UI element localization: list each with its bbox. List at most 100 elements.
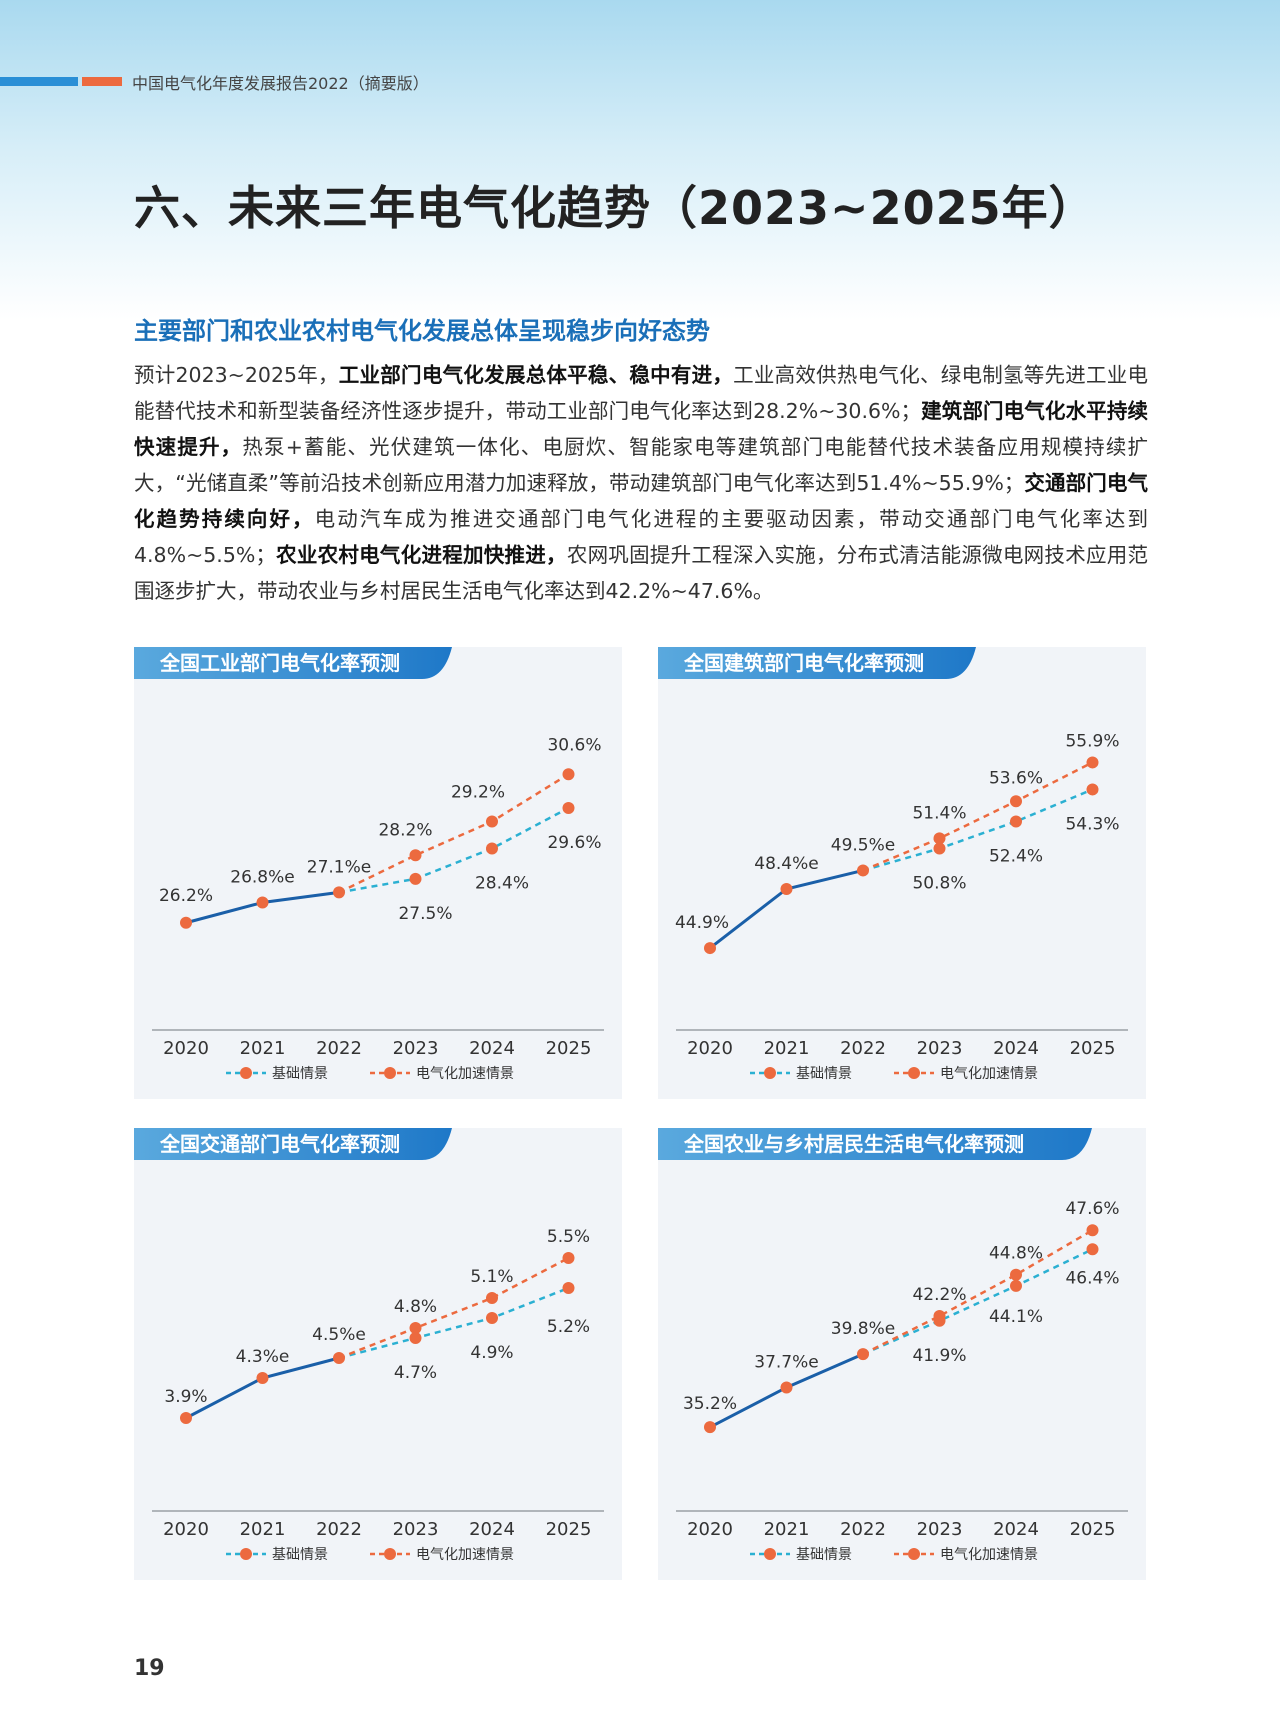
data-label: 5.1% [470, 1267, 513, 1287]
data-point-accel [409, 1322, 422, 1334]
data-label: 35.2% [683, 1394, 737, 1414]
data-point-accel [1086, 756, 1099, 769]
data-label: 4.7% [394, 1363, 437, 1383]
series-line-accel [862, 761, 1094, 872]
chart-title-text: 全国工业部门电气化率预测 [160, 651, 400, 675]
data-point-base [1010, 815, 1022, 828]
x-tick-label: 2020 [687, 1038, 733, 1059]
chart-panel-building: 全国建筑部门电气化率预测 2020 2021 2022 2023 2024 2025 44.9… [658, 647, 1146, 1099]
data-point-accel [933, 832, 946, 845]
data-label: 53.6% [989, 768, 1043, 788]
series-line-history [709, 868, 864, 950]
body-paragraph: 预计2023~2025年，工业部门电气化发展总体平稳、稳中有进，工业高效供热电气… [134, 357, 1148, 609]
x-tick-label: 2021 [240, 1038, 286, 1059]
chart-title-text: 全国交通部门电气化率预测 [160, 1132, 400, 1156]
data-point-history [857, 864, 869, 877]
paragraph-run: 预计2023~2025年， [134, 363, 339, 387]
data-label: 26.2% [159, 886, 213, 906]
data-point-history [780, 1381, 793, 1394]
data-label: 48.4%e [754, 854, 818, 874]
x-tick-label: 2020 [687, 1519, 733, 1540]
data-point-history [333, 1352, 345, 1364]
data-label: 55.9% [1065, 731, 1119, 751]
data-label: 29.6% [547, 833, 601, 853]
x-tick-label: 2024 [469, 1519, 515, 1540]
legend-item-accel: 电气化加速情景 [370, 1547, 514, 1563]
legend-label: 基础情景 [796, 1546, 852, 1563]
data-point-history [256, 1372, 269, 1384]
data-point-accel [486, 1292, 498, 1304]
data-point-base [486, 1312, 498, 1324]
data-label: 27.5% [398, 904, 452, 924]
chart-title-text: 全国农业与乡村居民生活电气化率预测 [684, 1132, 1024, 1156]
data-label: 51.4% [912, 803, 966, 823]
data-point-accel [562, 1252, 575, 1264]
data-label: 44.8% [989, 1244, 1043, 1264]
data-point-accel [562, 768, 575, 781]
data-label: 47.6% [1065, 1199, 1119, 1219]
data-point-accel [1010, 795, 1022, 808]
x-tick-label: 2020 [163, 1519, 209, 1540]
x-tick-label: 2023 [393, 1519, 439, 1540]
data-label: 28.4% [475, 874, 529, 894]
data-point-base [562, 1282, 575, 1294]
data-label: 44.1% [989, 1307, 1043, 1327]
data-point-accel [933, 1310, 946, 1322]
paragraph-run: 电动汽车成为推进交通部门电气化进程的主要驱动因素，带动交通部门电气化率达到4.8… [134, 507, 1149, 567]
data-point-base [1010, 1279, 1022, 1292]
data-point-history [180, 1412, 192, 1424]
legend-item-base: 基础情景 [226, 1546, 328, 1563]
series-line-accel [338, 773, 570, 894]
paragraph-emphasis: 工业部门电气化发展总体平稳、稳中有进， [338, 363, 734, 387]
chart-title: 全国工业部门电气化率预测 [134, 647, 452, 679]
x-tick-label: 2021 [240, 1519, 286, 1540]
x-tick-label: 2025 [546, 1519, 592, 1540]
legend-item-accel: 电气化加速情景 [370, 1066, 514, 1082]
paragraph-run: 农网巩固提升工程深入实施，分布式清洁能源微电网技术应用范围逐步扩大，带动农业与乡… [134, 543, 1148, 603]
legend-item-base: 基础情景 [750, 1065, 852, 1082]
series-line-base [338, 1286, 569, 1360]
data-point-history [180, 916, 192, 929]
series-line-base [862, 1248, 1094, 1356]
data-label: 4.9% [470, 1343, 513, 1363]
legend-item-base: 基础情景 [226, 1065, 328, 1082]
data-label: 50.8% [912, 874, 966, 894]
legend-label: 电气化加速情景 [416, 1547, 514, 1563]
chart-plot: 2020 2021 2022 2023 2024 2025 35.2% 37.7%e 39.8%… [676, 1199, 1128, 1563]
x-tick-label: 2024 [993, 1519, 1039, 1540]
x-tick-label: 2024 [469, 1038, 515, 1059]
series-line-accel [862, 1229, 1094, 1356]
data-point-base [933, 842, 946, 855]
legend-label: 基础情景 [272, 1065, 328, 1082]
data-point-base [409, 872, 422, 885]
x-tick-label: 2020 [163, 1038, 209, 1059]
x-tick-label: 2022 [316, 1519, 362, 1540]
data-label: 39.8%e [831, 1319, 895, 1339]
legend-label: 电气化加速情景 [416, 1066, 514, 1082]
x-tick-label: 2022 [316, 1038, 362, 1059]
data-point-base [1086, 1243, 1099, 1256]
header-accent-blue [0, 77, 78, 86]
legend-label: 电气化加速情景 [940, 1066, 1038, 1082]
paragraph-run: 热泵+蓄能、光伏建筑一体化、电厨炊、智能家电等建筑部门电能替代技术装备应用规模持… [134, 435, 1148, 495]
data-point-history [780, 883, 793, 895]
data-label: 3.9% [164, 1387, 207, 1407]
data-label: 29.2% [451, 783, 505, 803]
series-line-base [338, 806, 570, 894]
data-label: 49.5%e [831, 835, 895, 855]
x-tick-label: 2025 [1070, 1519, 1116, 1540]
section-subtitle: 主要部门和农业农村电气化发展总体呈现稳步向好态势 [134, 317, 710, 345]
data-label: 4.8% [394, 1297, 437, 1317]
x-tick-label: 2022 [840, 1038, 886, 1059]
x-tick-label: 2022 [840, 1519, 886, 1540]
data-label: 4.3%e [236, 1347, 290, 1367]
data-point-base [1086, 783, 1099, 796]
data-point-accel [1010, 1268, 1022, 1281]
legend-item-accel: 电气化加速情景 [894, 1066, 1038, 1082]
data-point-history [857, 1348, 869, 1361]
running-header: 中国电气化年度发展报告2022（摘要版） [132, 74, 429, 93]
legend-label: 电气化加速情景 [940, 1547, 1038, 1563]
paragraph-emphasis: 建筑部门电气化水平持续快速提升， [134, 399, 1148, 459]
data-label: 5.2% [547, 1317, 590, 1337]
data-point-history [333, 886, 345, 899]
